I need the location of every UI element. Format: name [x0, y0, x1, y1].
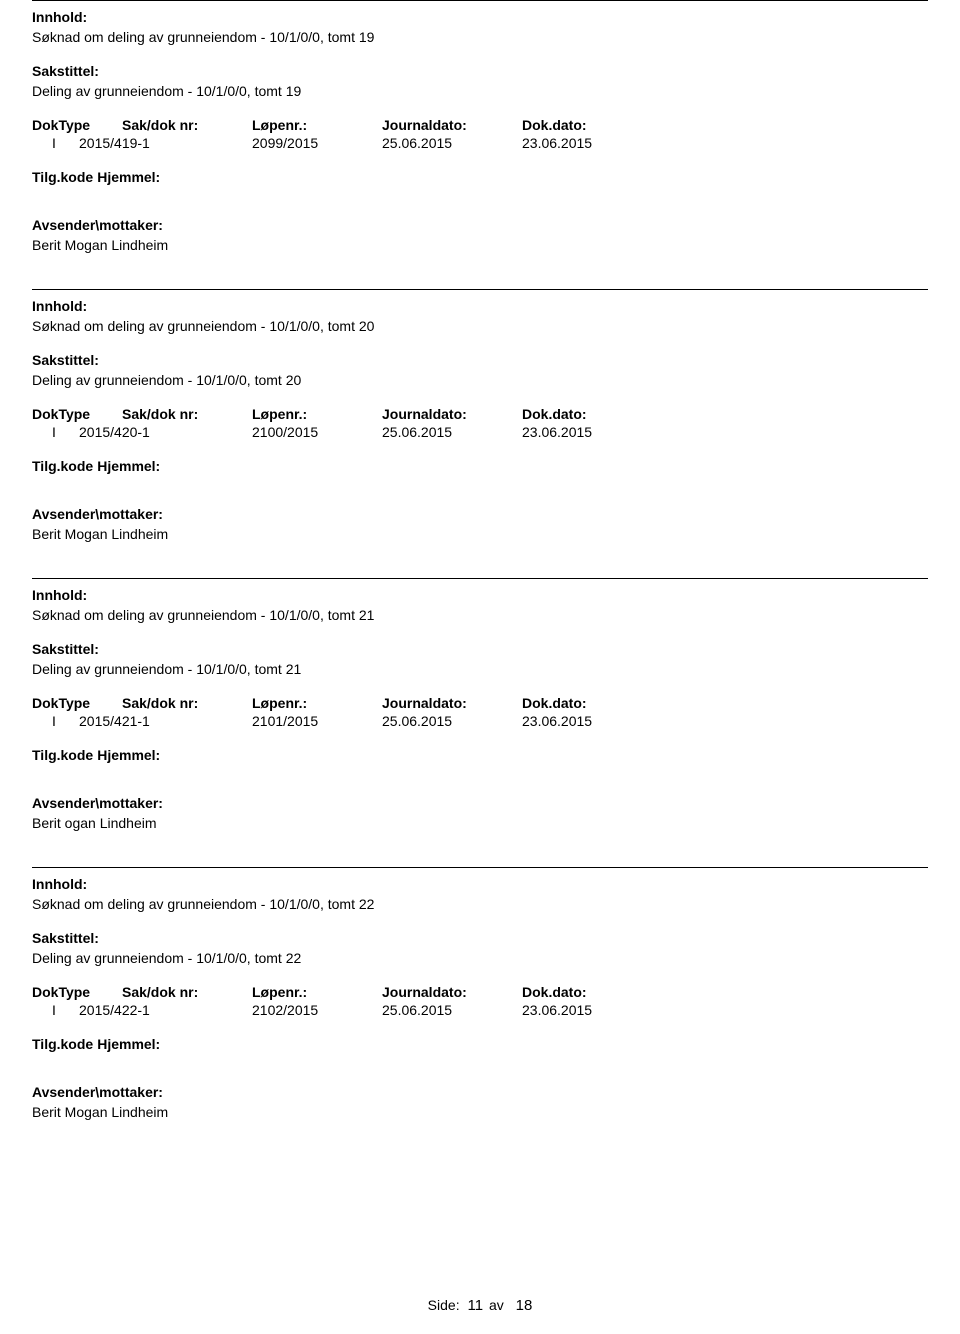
sakdok-value: 2015/421-1: [79, 713, 252, 729]
footer-current-page: 11: [467, 1297, 483, 1314]
sakdok-header: Sak/dok nr:: [122, 984, 252, 1000]
doktype-value: I: [32, 135, 79, 151]
sakstittel-value: Deling av grunneiendom - 10/1/0/0, tomt …: [32, 372, 928, 388]
innhold-value: Søknad om deling av grunneiendom - 10/1/…: [32, 318, 928, 334]
table-header-row: DokTypeSak/dok nr:Løpenr.:Journaldato:Do…: [32, 406, 928, 422]
table-value-row: I2015/422-12102/201525.06.201523.06.2015: [32, 1002, 928, 1018]
table-value-row: I2015/419-12099/201525.06.201523.06.2015: [32, 135, 928, 151]
tilgkode-hjemmel-row: Tilg.kodeHjemmel:: [32, 169, 928, 185]
dokdato-value: 23.06.2015: [522, 713, 652, 729]
innhold-value: Søknad om deling av grunneiendom - 10/1/…: [32, 896, 928, 912]
dokdato-value: 23.06.2015: [522, 135, 652, 151]
avsender-value: Berit Mogan Lindheim: [32, 237, 928, 253]
doktype-header: DokType: [32, 695, 122, 711]
journaldato-header: Journaldato:: [382, 695, 522, 711]
avsender-value: Berit ogan Lindheim: [32, 815, 928, 831]
footer-av: av: [489, 1297, 504, 1313]
footer-total-pages: 18: [516, 1297, 533, 1314]
entry-divider: [32, 0, 928, 1]
sakstittel-value: Deling av grunneiendom - 10/1/0/0, tomt …: [32, 661, 928, 677]
avsender-value: Berit Mogan Lindheim: [32, 526, 928, 542]
sakstittel-label: Sakstittel:: [32, 930, 928, 946]
lopenr-header: Løpenr.:: [252, 984, 382, 1000]
sakdok-value: 2015/422-1: [79, 1002, 252, 1018]
doktype-header: DokType: [32, 117, 122, 133]
innhold-label: Innhold:: [32, 9, 928, 25]
journaldato-header: Journaldato:: [382, 117, 522, 133]
avsender-label: Avsender\mottaker:: [32, 795, 928, 811]
dokdato-header: Dok.dato:: [522, 117, 652, 133]
avsender-label: Avsender\mottaker:: [32, 506, 928, 522]
hjemmel-label: Hjemmel:: [97, 458, 160, 474]
journal-entry: Innhold: Søknad om deling av grunneiendom…: [0, 0, 960, 253]
sakstittel-label: Sakstittel:: [32, 63, 928, 79]
tilgkode-label: Tilg.kode: [32, 1036, 93, 1052]
innhold-value: Søknad om deling av grunneiendom - 10/1/…: [32, 607, 928, 623]
journal-entry: Innhold: Søknad om deling av grunneiendom…: [0, 867, 960, 1120]
sakdok-header: Sak/dok nr:: [122, 117, 252, 133]
entry-divider: [32, 578, 928, 579]
lopenr-header: Løpenr.:: [252, 695, 382, 711]
lopenr-header: Løpenr.:: [252, 117, 382, 133]
tilgkode-label: Tilg.kode: [32, 747, 93, 763]
doktype-header: DokType: [32, 984, 122, 1000]
innhold-label: Innhold:: [32, 587, 928, 603]
lopenr-header: Løpenr.:: [252, 406, 382, 422]
journal-entry: Innhold: Søknad om deling av grunneiendom…: [0, 578, 960, 831]
footer-label: Side:: [428, 1297, 460, 1313]
entry-divider: [32, 289, 928, 290]
lopenr-value: 2101/2015: [252, 713, 382, 729]
sakdok-header: Sak/dok nr:: [122, 695, 252, 711]
lopenr-value: 2099/2015: [252, 135, 382, 151]
sakstittel-value: Deling av grunneiendom - 10/1/0/0, tomt …: [32, 83, 928, 99]
tilgkode-hjemmel-row: Tilg.kodeHjemmel:: [32, 458, 928, 474]
tilgkode-label: Tilg.kode: [32, 458, 93, 474]
journaldato-value: 25.06.2015: [382, 424, 522, 440]
journaldato-value: 25.06.2015: [382, 135, 522, 151]
sakdok-header: Sak/dok nr:: [122, 406, 252, 422]
table-header-row: DokTypeSak/dok nr:Løpenr.:Journaldato:Do…: [32, 117, 928, 133]
dokdato-value: 23.06.2015: [522, 1002, 652, 1018]
dokdato-header: Dok.dato:: [522, 695, 652, 711]
sakstittel-label: Sakstittel:: [32, 352, 928, 368]
sakstittel-label: Sakstittel:: [32, 641, 928, 657]
innhold-label: Innhold:: [32, 298, 928, 314]
table-header-row: DokTypeSak/dok nr:Løpenr.:Journaldato:Do…: [32, 984, 928, 1000]
table-value-row: I2015/421-12101/201525.06.201523.06.2015: [32, 713, 928, 729]
journaldato-value: 25.06.2015: [382, 1002, 522, 1018]
doktype-value: I: [32, 1002, 79, 1018]
hjemmel-label: Hjemmel:: [97, 747, 160, 763]
table-value-row: I2015/420-12100/201525.06.201523.06.2015: [32, 424, 928, 440]
innhold-label: Innhold:: [32, 876, 928, 892]
table-header-row: DokTypeSak/dok nr:Løpenr.:Journaldato:Do…: [32, 695, 928, 711]
journaldato-header: Journaldato:: [382, 406, 522, 422]
avsender-value: Berit Mogan Lindheim: [32, 1104, 928, 1120]
lopenr-value: 2100/2015: [252, 424, 382, 440]
journaldato-header: Journaldato:: [382, 984, 522, 1000]
entry-divider: [32, 867, 928, 868]
page-footer: Side: 11 av 18: [0, 1297, 960, 1314]
tilgkode-hjemmel-row: Tilg.kodeHjemmel:: [32, 1036, 928, 1052]
hjemmel-label: Hjemmel:: [97, 1036, 160, 1052]
avsender-label: Avsender\mottaker:: [32, 1084, 928, 1100]
hjemmel-label: Hjemmel:: [97, 169, 160, 185]
dokdato-header: Dok.dato:: [522, 406, 652, 422]
doktype-value: I: [32, 424, 79, 440]
innhold-value: Søknad om deling av grunneiendom - 10/1/…: [32, 29, 928, 45]
journaldato-value: 25.06.2015: [382, 713, 522, 729]
dokdato-value: 23.06.2015: [522, 424, 652, 440]
lopenr-value: 2102/2015: [252, 1002, 382, 1018]
doktype-value: I: [32, 713, 79, 729]
tilgkode-hjemmel-row: Tilg.kodeHjemmel:: [32, 747, 928, 763]
sakstittel-value: Deling av grunneiendom - 10/1/0/0, tomt …: [32, 950, 928, 966]
journal-entry: Innhold: Søknad om deling av grunneiendom…: [0, 289, 960, 542]
avsender-label: Avsender\mottaker:: [32, 217, 928, 233]
sakdok-value: 2015/420-1: [79, 424, 252, 440]
dokdato-header: Dok.dato:: [522, 984, 652, 1000]
doktype-header: DokType: [32, 406, 122, 422]
tilgkode-label: Tilg.kode: [32, 169, 93, 185]
sakdok-value: 2015/419-1: [79, 135, 252, 151]
